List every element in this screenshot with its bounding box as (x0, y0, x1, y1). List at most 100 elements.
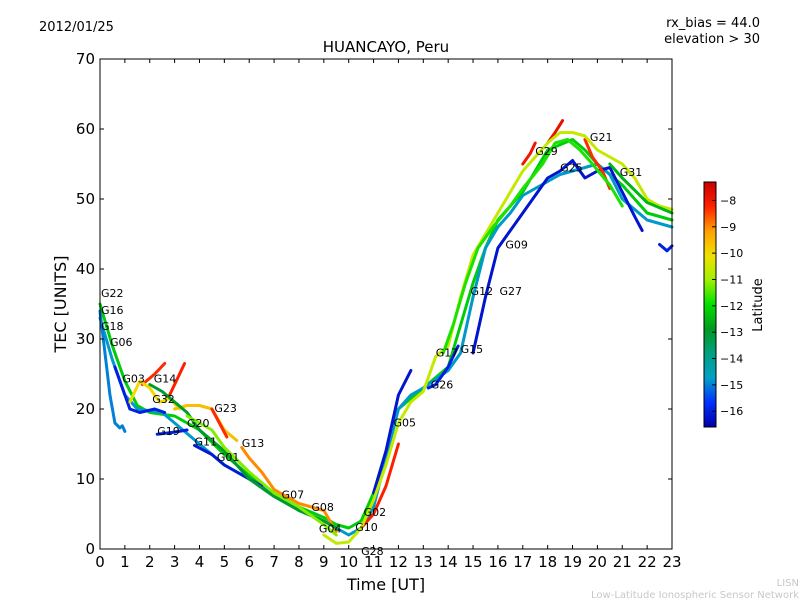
y-tick-label: 70 (76, 50, 95, 68)
x-tick-label: 15 (463, 553, 482, 571)
x-tick-label: 19 (563, 553, 582, 571)
colorbar-tick-label: −11 (720, 273, 743, 286)
series-line-blue-day (471, 159, 644, 355)
satellite-label: G17 (436, 347, 459, 360)
series-line-red-g14a (140, 362, 167, 386)
x-tick-label: 10 (339, 553, 358, 571)
y-tick-label: 50 (76, 190, 95, 208)
satellite-label: G16 (101, 304, 124, 317)
series-line-g26 (426, 344, 460, 390)
chart-title: HUANCAYO, Peru (323, 38, 449, 56)
satellite-label: G08 (311, 501, 334, 514)
colorbar-tick-label: −9 (720, 221, 736, 234)
satellite-label: G07 (282, 489, 305, 502)
y-tick-label: 40 (76, 260, 95, 278)
x-tick-label: 17 (513, 553, 532, 571)
series-line-g19 (155, 428, 189, 436)
satellite-label: G23 (214, 402, 237, 415)
colorbar-label: Latitude (751, 278, 766, 332)
x-tick-label: 14 (439, 553, 458, 571)
y-tick-label: 0 (85, 540, 95, 558)
satellite-label: G29 (535, 145, 558, 158)
satellite-label: G27 (499, 285, 522, 298)
x-tick-label: 2 (145, 553, 155, 571)
colorbar-tick-label: −13 (720, 326, 743, 339)
colorbar-tick-label: −16 (720, 405, 743, 418)
x-tick-label: 13 (414, 553, 433, 571)
satellite-label: G05 (393, 417, 416, 430)
satellite-label: G15 (461, 343, 484, 356)
satellite-label: G20 (187, 417, 210, 430)
satellite-label: G11 (195, 435, 218, 448)
satellite-label: G19 (157, 425, 180, 438)
series-line-g23-red (210, 407, 229, 439)
x-tick-label: 23 (662, 553, 681, 571)
y-axis-label: TEC [UNITS] (51, 256, 70, 354)
satellite-label: G03 (122, 372, 145, 385)
satellite-label: G32 (152, 393, 175, 406)
series-line-g23 (173, 404, 239, 442)
x-tick-label: 1 (120, 553, 130, 571)
series-line-blue-end (658, 243, 674, 253)
satellite-label: G18 (101, 320, 124, 333)
series-line-blue-early (113, 365, 167, 414)
series-layer (98, 119, 674, 545)
satellite-label: G14 (154, 372, 177, 385)
x-tick-label: 0 (95, 553, 105, 571)
series-line-red-g29 (521, 141, 537, 166)
colorbar-ticks: −8 −9 −10 −11 −12 −13 −14 −15 −16 (712, 194, 743, 418)
series-line-cyan-short (98, 309, 127, 433)
colorbar-tick-label: −8 (720, 194, 736, 207)
colorbar-tick-label: −14 (720, 353, 743, 366)
x-tick-label: 5 (220, 553, 230, 571)
satellite-label: G21 (590, 131, 613, 144)
elevation-label: elevation > 30 (664, 32, 760, 47)
series-line-green-main (98, 138, 674, 530)
satellite-label: G04 (319, 522, 342, 535)
x-axis-label: Time [UT] (346, 575, 425, 594)
plot-frame (99, 58, 673, 550)
colorbar-tick-label: −12 (720, 300, 743, 313)
x-tick-label: 16 (488, 553, 507, 571)
x-tick-label: 12 (389, 553, 408, 571)
satellite-label: G26 (431, 379, 454, 392)
satellite-label: G01 (217, 451, 240, 464)
series-line-red-g14b (168, 362, 187, 397)
satellite-label: G12 (471, 285, 494, 298)
y-tick-label: 60 (76, 120, 95, 138)
series-line-yellow-main (322, 131, 674, 545)
rx-bias-label: rx_bias = 44.0 (666, 16, 760, 31)
x-tick-label: 4 (195, 553, 205, 571)
satellite-label: G02 (364, 506, 387, 519)
colorbar-tick-label: −15 (720, 379, 743, 392)
colorbar-tick-label: −10 (720, 247, 743, 260)
satellite-label: G10 (355, 521, 378, 534)
x-tick-label: 18 (538, 553, 557, 571)
x-tick-label: 6 (244, 553, 254, 571)
x-tick-label: 21 (613, 553, 632, 571)
date-label: 2012/01/25 (39, 20, 114, 35)
y-tick-label: 30 (76, 330, 95, 348)
series-line-blue-rise (372, 369, 413, 495)
series-line-green-day2 (441, 138, 624, 355)
satellite-label: G13 (242, 437, 265, 450)
org-long: Low-Latitude Ionospheric Sensor Network (591, 590, 799, 600)
satellite-label: G31 (620, 166, 643, 179)
x-tick-label: 11 (364, 553, 383, 571)
axes-layer: 0 1 2 3 4 5 6 7 8 9 10 11 12 13 14 15 16 17 18 19 20 21 22 2301… (76, 50, 682, 571)
y-tick-label: 20 (76, 400, 95, 418)
satellite-label: G25 (560, 162, 583, 175)
series-line-red-rise (359, 442, 400, 530)
x-tick-label: 20 (588, 553, 607, 571)
colorbar (703, 181, 717, 428)
satellite-label: G22 (101, 287, 124, 300)
series-line-green-g31 (608, 162, 674, 215)
org-short: LISN (777, 578, 799, 589)
x-tick-label: 8 (294, 553, 304, 571)
series-line-cyan-main (98, 162, 674, 537)
x-tick-label: 3 (170, 553, 180, 571)
series-line-g13 (240, 446, 338, 533)
y-tick-label: 10 (76, 470, 95, 488)
